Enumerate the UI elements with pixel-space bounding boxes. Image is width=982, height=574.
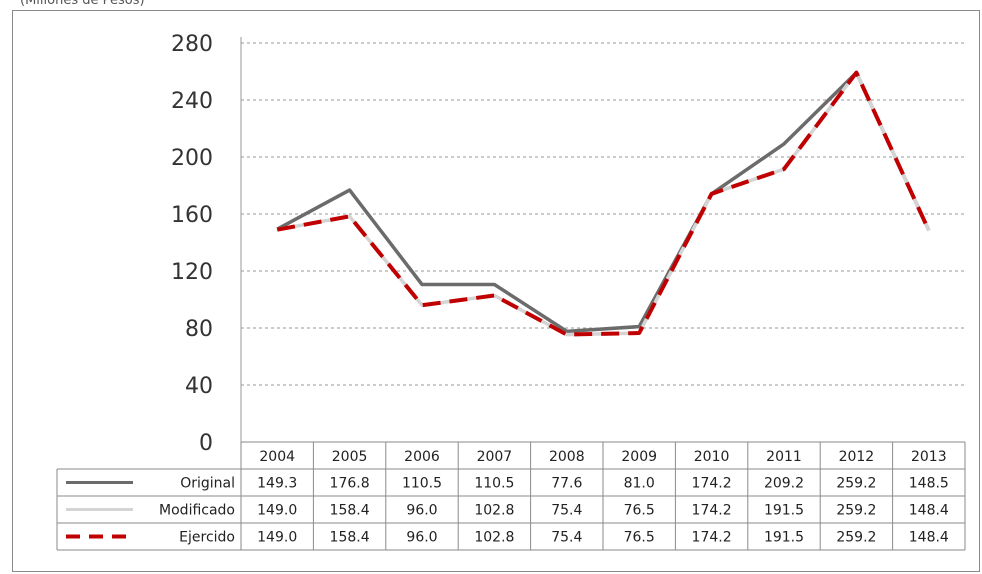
table-cell: 191.5 xyxy=(764,503,804,519)
table-cell: 102.8 xyxy=(474,503,514,519)
table-cell: 76.5 xyxy=(624,503,655,519)
legend-label-ejercido: Ejercido xyxy=(179,530,235,546)
table-cell: 110.5 xyxy=(474,476,514,492)
table-cell: 149.3 xyxy=(257,476,297,492)
series-line-ejercido xyxy=(276,70,931,337)
y-tick-label: 200 xyxy=(171,146,213,171)
table-cell: 259.2 xyxy=(836,530,876,546)
table-cell: 110.5 xyxy=(402,476,442,492)
y-tick-label: 160 xyxy=(171,203,213,228)
y-tick-label: 40 xyxy=(185,374,213,399)
table-cell: 96.0 xyxy=(406,503,437,519)
table-cell: 174.2 xyxy=(692,503,732,519)
table-cell: 102.8 xyxy=(474,530,514,546)
table-cell: 77.6 xyxy=(551,476,582,492)
x-tick-label: 2012 xyxy=(839,449,875,465)
x-tick-label: 2007 xyxy=(477,449,513,465)
x-tick-label: 2008 xyxy=(549,449,585,465)
x-tick-label: 2006 xyxy=(404,449,440,465)
y-axis-ticks: 0 40 80 120 160 200 240 280 xyxy=(171,32,213,456)
legend-label-modificado: Modificado xyxy=(159,503,235,519)
table-cell: 158.4 xyxy=(330,530,370,546)
table-cell: 148.4 xyxy=(909,530,949,546)
series-lines xyxy=(276,70,931,337)
y-tick-label: 80 xyxy=(185,317,213,342)
series-line-modificado xyxy=(276,70,931,337)
table-cell: 209.2 xyxy=(764,476,804,492)
table-cell: 191.5 xyxy=(764,530,804,546)
y-tick-label: 120 xyxy=(171,260,213,285)
y-tick-label: 240 xyxy=(171,89,213,114)
x-tick-label: 2013 xyxy=(911,449,947,465)
data-table: 2004 2005 2006 2007 2008 2009 2010 2011 2012 2013… xyxy=(56,441,966,551)
table-cell: 75.4 xyxy=(551,530,582,546)
x-tick-label: 2010 xyxy=(694,449,730,465)
table-cell: 176.8 xyxy=(330,476,370,492)
table-cell: 149.0 xyxy=(257,503,297,519)
table-cell: 75.4 xyxy=(551,503,582,519)
x-tick-label: 2005 xyxy=(332,449,368,465)
table-cell: 259.2 xyxy=(836,503,876,519)
table-cell: 149.0 xyxy=(257,530,297,546)
x-tick-label: 2011 xyxy=(766,449,802,465)
gridlines xyxy=(240,37,965,442)
table-cell: 158.4 xyxy=(330,503,370,519)
y-tick-label: 0 xyxy=(199,431,213,456)
table-cell: 148.4 xyxy=(909,503,949,519)
chart-caption: (Millones de Pesos) xyxy=(20,0,145,8)
table-cell: 174.2 xyxy=(692,530,732,546)
table-cell: 76.5 xyxy=(624,530,655,546)
table-cell: 148.5 xyxy=(909,476,949,492)
x-tick-label: 2009 xyxy=(621,449,657,465)
chart-frame xyxy=(12,10,980,572)
table-cell: 259.2 xyxy=(836,476,876,492)
y-tick-label: 280 xyxy=(171,32,213,57)
series-line-original xyxy=(276,70,931,334)
table-cell: 174.2 xyxy=(692,476,732,492)
x-tick-label: 2004 xyxy=(259,449,295,465)
legend-label-original: Original xyxy=(180,476,235,492)
table-cell: 96.0 xyxy=(406,530,437,546)
table-cell: 81.0 xyxy=(624,476,655,492)
